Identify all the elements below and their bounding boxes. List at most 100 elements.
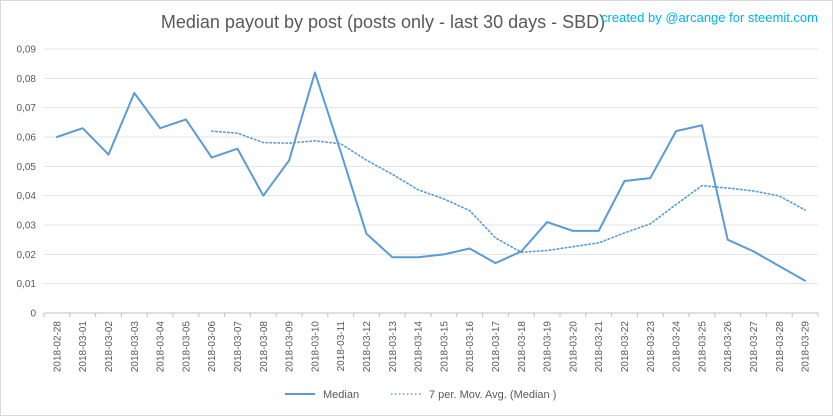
- median-point: [364, 232, 368, 236]
- y-tick-label: 0,07: [17, 103, 37, 114]
- median-line: [55, 71, 807, 282]
- moving-average-point: [751, 189, 755, 193]
- x-tick-label: 2018-02-28: [52, 321, 63, 373]
- median-point: [390, 255, 394, 259]
- x-tick-label: 2018-03-03: [130, 321, 141, 373]
- median-point: [106, 152, 110, 156]
- moving-average-point: [700, 183, 704, 187]
- x-tick-label: 2018-03-14: [414, 321, 425, 373]
- y-tick-label: 0,04: [17, 191, 37, 202]
- moving-average-point: [235, 131, 239, 135]
- x-tick-label: 2018-03-22: [620, 321, 631, 373]
- median-point: [803, 279, 807, 283]
- x-tick-label: 2018-03-25: [697, 321, 708, 373]
- median-point: [751, 249, 755, 253]
- y-tick-label: 0: [30, 309, 36, 320]
- legend: Median 7 per. Mov. Avg. (Median ): [285, 389, 556, 401]
- median-point: [339, 149, 343, 153]
- moving-average-point: [364, 158, 368, 162]
- y-tick-label: 0,01: [17, 279, 37, 290]
- moving-average-point: [339, 142, 343, 146]
- x-tick-label: 2018-03-23: [646, 321, 657, 373]
- moving-average-line: [210, 130, 806, 254]
- x-tick-label: 2018-03-10: [310, 321, 321, 373]
- moving-average-point: [597, 241, 601, 245]
- x-tick-label: 2018-03-11: [336, 321, 347, 372]
- median-point: [442, 252, 446, 256]
- median-point: [158, 126, 162, 130]
- median-point: [287, 158, 291, 162]
- x-tick-label: 2018-03-13: [388, 321, 399, 373]
- x-tick-label: 2018-03-07: [233, 321, 244, 373]
- median-point: [81, 126, 85, 130]
- median-point: [648, 176, 652, 180]
- moving-average-point: [519, 250, 523, 254]
- median-point: [622, 179, 626, 183]
- median-point: [184, 117, 188, 121]
- median-point: [235, 147, 239, 151]
- x-tick-label: 2018-03-09: [285, 321, 296, 373]
- median-point: [777, 264, 781, 268]
- moving-average-point: [622, 231, 626, 235]
- y-tick-label: 0,05: [17, 162, 37, 173]
- x-tick-label: 2018-03-21: [594, 321, 605, 373]
- moving-average-point: [648, 222, 652, 226]
- moving-average-point: [674, 202, 678, 206]
- x-tick-label: 2018-03-29: [801, 321, 812, 373]
- x-tick-label: 2018-03-06: [207, 321, 218, 373]
- y-tick-label: 0,02: [17, 250, 37, 261]
- y-tick-label: 0,03: [17, 221, 37, 232]
- chart-credit: created by @arcange for steemit.com: [601, 10, 818, 25]
- x-tick-label: 2018-03-28: [775, 321, 786, 373]
- x-tick-label: 2018-03-26: [723, 321, 734, 373]
- x-tick-label: 2018-03-04: [156, 321, 167, 373]
- x-tick-label: 2018-03-02: [104, 321, 115, 373]
- median-point: [571, 229, 575, 233]
- x-tick-label: 2018-03-18: [517, 321, 528, 373]
- moving-average-point: [210, 129, 214, 133]
- x-tick-label: 2018-03-05: [181, 321, 192, 373]
- y-tick-label: 0,06: [17, 133, 37, 144]
- median-point: [726, 237, 730, 241]
- x-tick-label: 2018-03-20: [568, 321, 579, 373]
- median-point: [674, 129, 678, 133]
- gridlines: [44, 48, 818, 314]
- median-point: [545, 220, 549, 224]
- x-tick-label: 2018-03-27: [749, 321, 760, 373]
- moving-average-point: [468, 208, 472, 212]
- median-point: [700, 123, 704, 127]
- y-tick-label: 0,09: [17, 45, 37, 56]
- median-point: [597, 229, 601, 233]
- moving-average-point: [571, 245, 575, 249]
- median-point: [132, 91, 136, 95]
- x-tick-label: 2018-03-08: [259, 321, 270, 373]
- median-point: [261, 193, 265, 197]
- median-point: [468, 246, 472, 250]
- median-point: [210, 155, 214, 159]
- median-point: [493, 261, 497, 265]
- y-tick-label: 0,08: [17, 74, 37, 85]
- moving-average-point: [545, 248, 549, 252]
- x-tick-label: 2018-03-19: [543, 321, 554, 373]
- x-tick-label: 2018-03-24: [672, 321, 683, 373]
- median-point: [313, 70, 317, 74]
- series-lines: [55, 70, 807, 283]
- moving-average-point: [416, 188, 420, 192]
- moving-average-point: [287, 141, 291, 145]
- moving-average-point: [390, 172, 394, 176]
- median-point: [55, 135, 59, 139]
- moving-average-point: [777, 194, 781, 198]
- chart-title: Median payout by post (posts only - last…: [161, 12, 605, 32]
- moving-average-point: [726, 186, 730, 190]
- x-tick-label: 2018-03-01: [78, 321, 89, 373]
- median-point: [416, 255, 420, 259]
- moving-average-point: [261, 140, 265, 144]
- x-tick-label: 2018-03-15: [439, 321, 450, 373]
- y-axis-ticks: 0 0,01 0,02 0,03 0,04 0,05 0,06 0,07 0,08 0,09: [17, 45, 37, 320]
- x-tick-label: 2018-03-16: [465, 321, 476, 373]
- moving-average-point: [442, 197, 446, 201]
- x-tick-label: 2018-03-12: [362, 321, 373, 373]
- legend-label: 7 per. Mov. Avg. (Median ): [429, 389, 556, 401]
- moving-average-point: [803, 208, 807, 212]
